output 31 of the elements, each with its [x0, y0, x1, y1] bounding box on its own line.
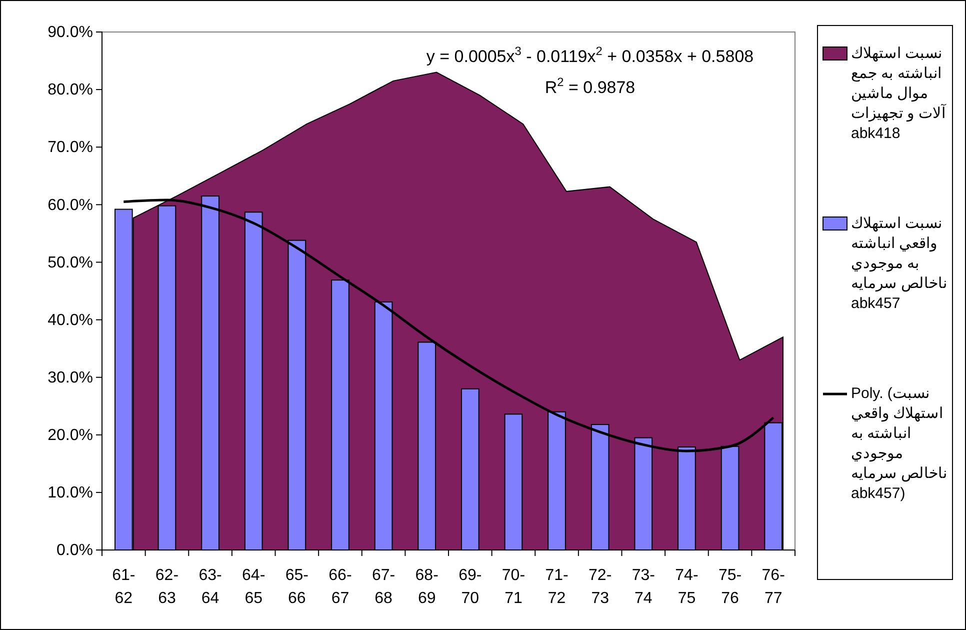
y-tick-label: 50.0%: [48, 254, 93, 272]
x-tick-label: 69-70: [458, 567, 482, 607]
y-tick-label: 60.0%: [48, 196, 93, 214]
y-tick-label: 40.0%: [48, 312, 93, 329]
x-tick-label: 67-68: [372, 567, 396, 607]
y-tick-label: 80.0%: [48, 82, 93, 99]
x-tick-label: 61-62: [112, 567, 136, 607]
x-tick-label: 72-73: [588, 567, 612, 607]
x-tick-label: 73-74: [632, 567, 655, 607]
x-tick-label: 68-69: [415, 567, 438, 607]
y-tick-label: 90.0%: [48, 24, 93, 42]
y-tick-label: 70.0%: [48, 139, 93, 156]
legend-label: نسبت استهلاك واقعي انباشته به موجودي ناخالص سرمايه abk457: [851, 214, 948, 314]
y-tick-label: 20.0%: [48, 427, 93, 444]
x-tick-label: 75-76: [718, 567, 742, 607]
annotation: y = 0.0005x$^{3}$ - 0.0119x$^{2}$ + 0.0358x + 0.5808: [426, 44, 754, 66]
y-tick-label: 0.0%: [56, 542, 93, 560]
y-tick-label: 10.0%: [48, 484, 93, 502]
y-tick-label: 30.0%: [48, 369, 93, 386]
x-tick-label: 76-77: [762, 567, 785, 607]
x-tick-label: 64-65: [242, 567, 266, 607]
legend-label: نسبت استهلاك انباشته به جمع موال ماشين آلات و تجهيزات abk418: [851, 44, 948, 144]
x-tick-label: 66-67: [328, 567, 352, 607]
annotation: R$^{2}$ = 0.9878: [544, 75, 636, 97]
x-tick-label: 62-63: [155, 567, 179, 607]
x-tick-label: 71-72: [545, 567, 568, 607]
x-tick-label: 74-75: [675, 567, 698, 607]
x-tick-label: 63-64: [198, 567, 222, 607]
x-tick-label: 65-66: [285, 567, 308, 607]
legend-label: Poly. (نسبت استهلاك واقعي انباشته به موجودي ناخالص سرمايه abk457): [851, 384, 948, 504]
x-tick-label: 70-71: [502, 567, 526, 607]
